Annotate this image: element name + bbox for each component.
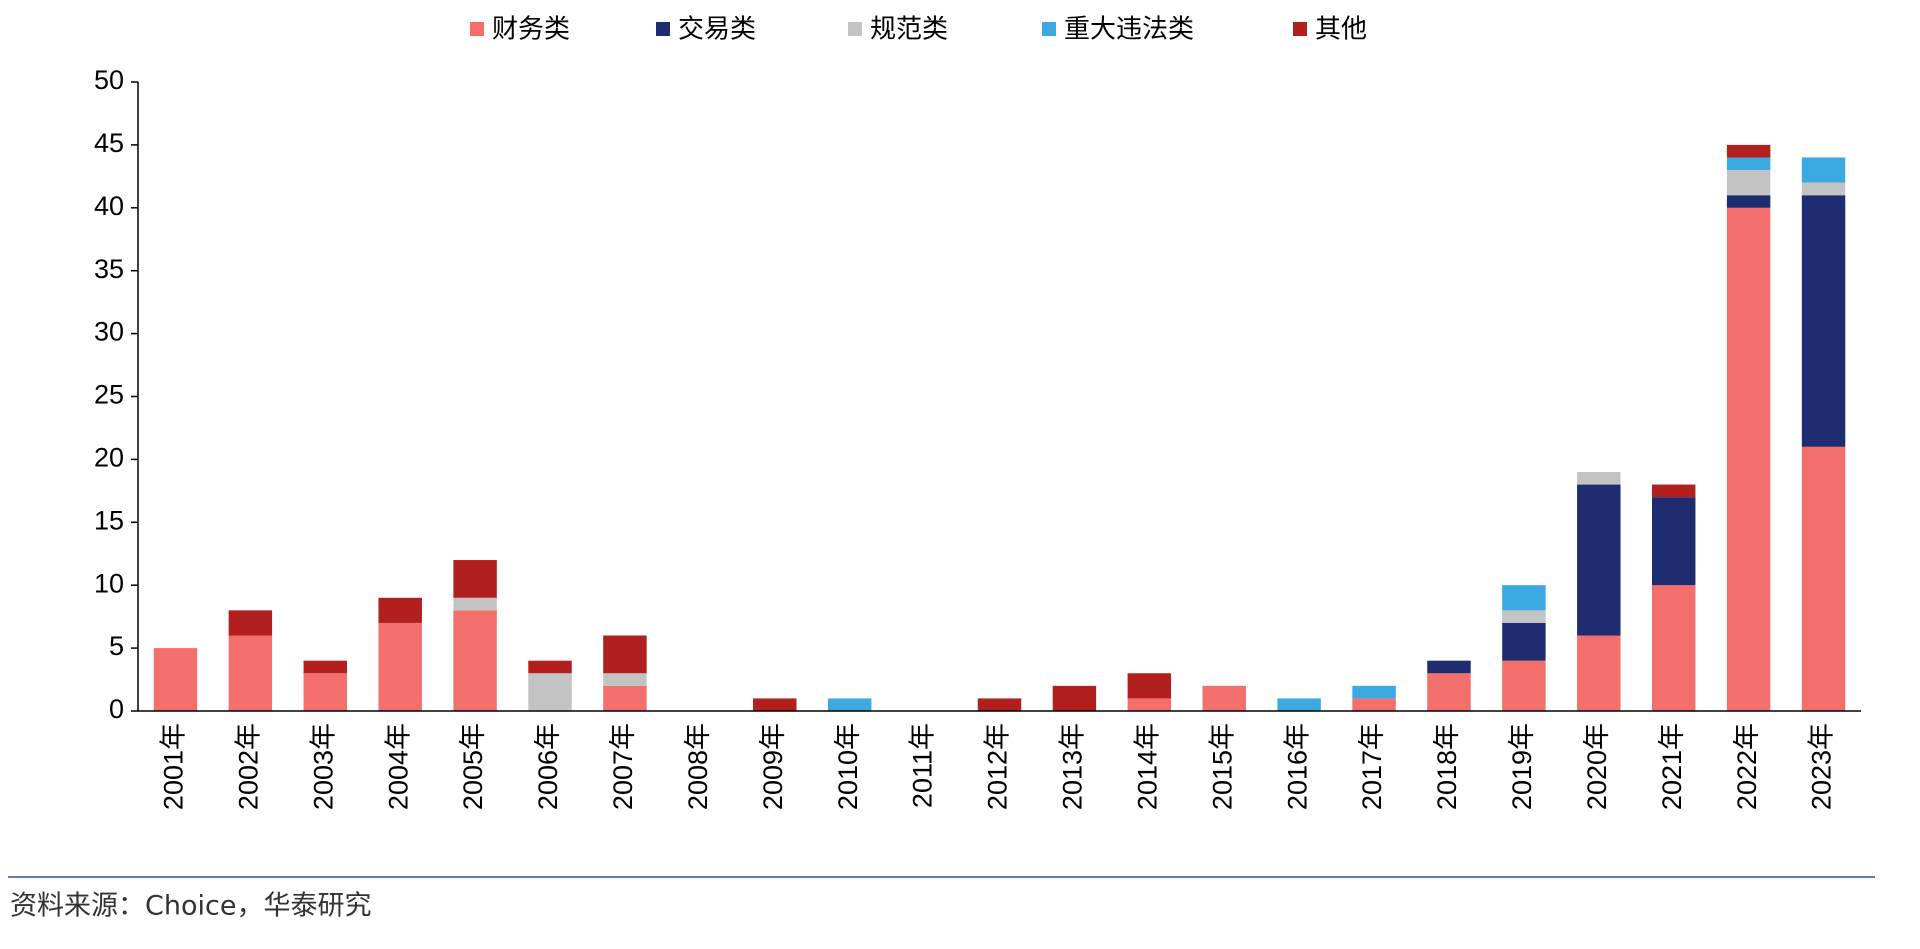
x-tick-label: 2018年 — [1432, 723, 1462, 810]
bar-segment — [753, 698, 797, 711]
bar-segment — [1726, 207, 1771, 712]
bar-segment — [1502, 585, 1546, 611]
x-tick-label: 2015年 — [1207, 723, 1237, 810]
bar-segment — [153, 648, 198, 711]
bar-segment — [1052, 685, 1097, 711]
bar-segment — [603, 635, 647, 674]
x-tick-label: 2019年 — [1507, 723, 1537, 810]
x-tick-label: 2002年 — [233, 723, 263, 810]
bar-segment — [1577, 471, 1621, 485]
y-tick-label: 20 — [94, 443, 124, 473]
y-tick-label: 15 — [94, 505, 124, 535]
bar-segment — [1801, 157, 1846, 183]
y-tick-label: 35 — [94, 254, 124, 284]
bar-segment — [303, 673, 348, 711]
legend-label: 财务类 — [492, 15, 570, 45]
y-tick-label: 5 — [109, 631, 124, 661]
bar-segment — [1352, 698, 1396, 711]
bar-segment — [1801, 195, 1846, 447]
x-tick-label: 2017年 — [1357, 723, 1387, 810]
x-tick-label: 2022年 — [1732, 723, 1762, 810]
bar-segment — [1277, 698, 1321, 711]
bar-segment — [1502, 610, 1546, 623]
bar-segment — [1801, 182, 1846, 196]
y-tick-label: 40 — [94, 191, 124, 221]
x-tick-label: 2012年 — [983, 723, 1013, 810]
x-tick-label: 2014年 — [1132, 723, 1162, 810]
bar-segment — [1726, 195, 1771, 208]
bar-segment — [378, 597, 422, 623]
bar-segment — [1726, 144, 1771, 158]
legend-label: 规范类 — [870, 15, 948, 45]
legend-label: 重大违法类 — [1064, 15, 1194, 45]
bar-segment — [453, 610, 497, 711]
x-tick-label: 2011年 — [908, 723, 938, 808]
x-tick-label: 2010年 — [833, 723, 863, 810]
y-tick-label: 50 — [94, 65, 124, 95]
legend-swatch — [1293, 22, 1307, 36]
bar-segment — [1801, 446, 1846, 711]
x-tick-label: 2023年 — [1807, 723, 1837, 810]
bar-segment — [1651, 484, 1696, 498]
bar-segment — [977, 698, 1022, 711]
bar-segment — [228, 610, 273, 636]
legend-swatch — [470, 22, 484, 36]
bar-segment — [303, 660, 348, 674]
x-tick-label: 2009年 — [758, 723, 788, 810]
bar-segment — [528, 660, 572, 674]
bar-segment — [1651, 585, 1696, 711]
legend-label: 交易类 — [678, 15, 756, 45]
y-tick-label: 30 — [94, 317, 124, 347]
bar-segment — [1577, 635, 1621, 711]
bar-segment — [528, 673, 572, 711]
legend-swatch — [1042, 22, 1056, 36]
bar-segment — [378, 622, 422, 711]
x-tick-label: 2013年 — [1058, 723, 1088, 810]
x-tick-label: 2003年 — [308, 723, 338, 810]
bar-segment — [1202, 685, 1246, 711]
legend-label: 其他 — [1315, 15, 1367, 45]
bar-segment — [1127, 673, 1172, 699]
bar-segment — [1352, 685, 1396, 699]
x-tick-label: 2001年 — [159, 723, 189, 810]
bar-segment — [453, 597, 497, 611]
bar-segment — [827, 698, 872, 711]
bar-segment — [228, 635, 273, 711]
x-tick-label: 2008年 — [683, 723, 713, 810]
bar-segment — [1726, 170, 1771, 196]
source-note: 资料来源：Choice，华泰研究 — [10, 891, 371, 922]
bar-segment — [1127, 698, 1172, 711]
x-tick-label: 2020年 — [1582, 723, 1612, 810]
bar-segment — [1726, 157, 1771, 171]
x-tick-label: 2016年 — [1282, 723, 1312, 810]
y-tick-label: 25 — [94, 380, 124, 410]
bar-segment — [1651, 497, 1696, 586]
x-tick-label: 2006年 — [533, 723, 563, 810]
legend-swatch — [848, 22, 862, 36]
bar-segment — [1577, 484, 1621, 636]
bar-segment — [603, 685, 647, 711]
bar-segment — [1502, 622, 1546, 661]
y-tick-label: 10 — [94, 568, 124, 598]
x-tick-label: 2007年 — [608, 723, 638, 810]
bar-segment — [603, 673, 647, 686]
bar-segment — [1502, 660, 1546, 711]
y-tick-label: 45 — [94, 128, 124, 158]
x-tick-label: 2021年 — [1657, 723, 1687, 810]
y-tick-label: 0 — [109, 694, 124, 724]
x-tick-label: 2005年 — [458, 723, 488, 810]
x-tick-label: 2004年 — [383, 723, 413, 810]
bar-segment — [453, 560, 497, 598]
legend-swatch — [656, 22, 670, 36]
bar-segment — [1427, 673, 1471, 711]
bar-segment — [1427, 660, 1471, 674]
